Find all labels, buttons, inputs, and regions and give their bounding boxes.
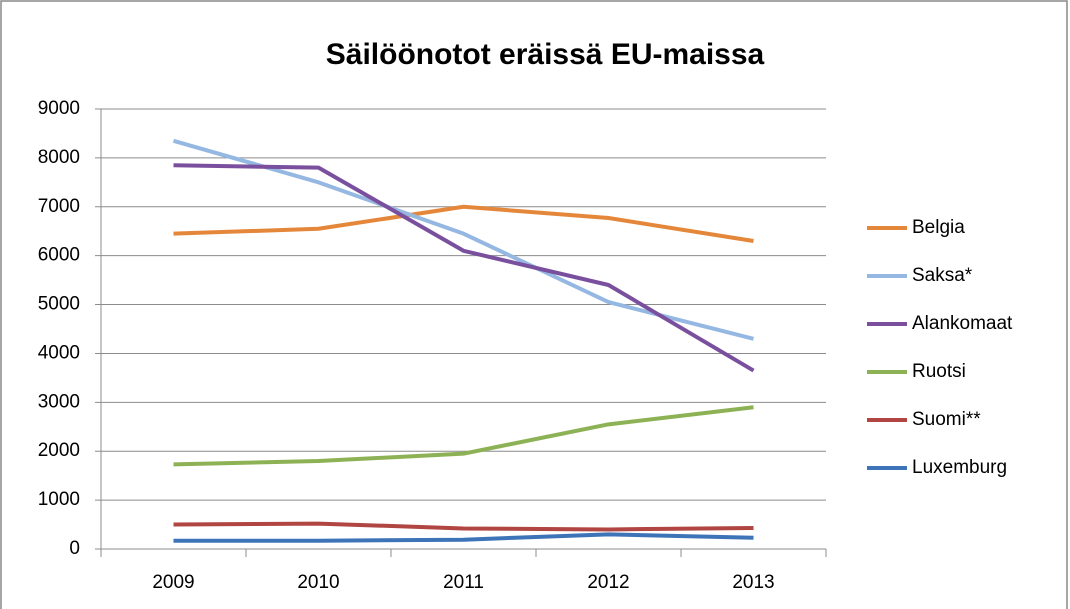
y-tick-label: 6000 bbox=[38, 245, 80, 266]
legend-label: Saksa* bbox=[912, 265, 973, 286]
line-series bbox=[173, 521, 754, 532]
x-tick-label: 2012 bbox=[587, 572, 629, 593]
legend-label: Belgia bbox=[912, 217, 965, 238]
y-tick-label: 2000 bbox=[38, 440, 80, 461]
y-tick-label: 5000 bbox=[38, 294, 80, 315]
legend-label: Luxemburg bbox=[912, 457, 1007, 478]
x-tick-label: 2013 bbox=[732, 572, 774, 593]
y-tick-label: 7000 bbox=[38, 196, 80, 217]
line-series bbox=[173, 532, 754, 543]
x-tick-label: 2009 bbox=[152, 572, 194, 593]
legend-label: Suomi** bbox=[912, 409, 981, 430]
y-tick-label: 8000 bbox=[38, 147, 80, 168]
legend-label: Alankomaat bbox=[912, 313, 1013, 334]
line-series bbox=[173, 163, 755, 373]
line-series bbox=[173, 204, 754, 243]
y-tick-label: 0 bbox=[69, 538, 80, 559]
legend-label: Ruotsi bbox=[912, 361, 966, 382]
y-tick-label: 1000 bbox=[38, 489, 80, 510]
chart-title: Säilöönotot eräissä EU-maissa bbox=[326, 38, 765, 71]
x-tick-label: 2010 bbox=[297, 572, 339, 593]
x-tick-label: 2011 bbox=[443, 572, 484, 593]
y-tick-label: 3000 bbox=[38, 391, 80, 412]
y-tick-label: 9000 bbox=[38, 98, 80, 119]
y-tick-label: 4000 bbox=[38, 342, 80, 363]
line-series bbox=[173, 405, 754, 467]
